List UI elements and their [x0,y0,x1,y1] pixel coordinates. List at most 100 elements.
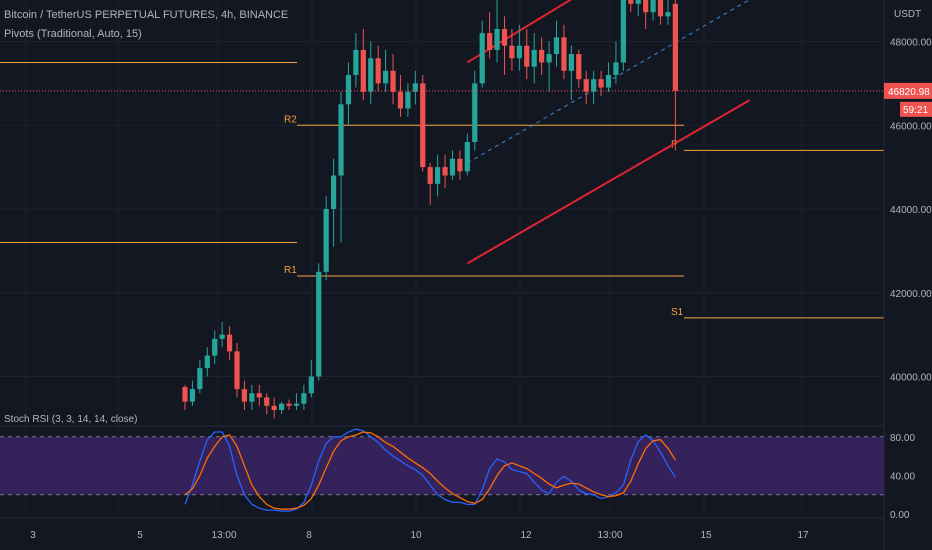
stoch-k-line [184,428,676,512]
candle-body [286,403,292,406]
candle-body [278,403,285,410]
candle-body [405,91,411,109]
candle-body [308,376,314,394]
candle-body [383,70,389,84]
candle-body [568,54,574,71]
candle-body [189,389,196,402]
time-tick-label: 10 [410,530,422,541]
candle-body [561,37,567,71]
candle-body [464,142,470,172]
stoch-tick-label: 0.00 [890,510,910,521]
candle-body [420,83,426,168]
candle-body [672,3,678,91]
candle-body [338,104,344,176]
candle-body [665,12,671,17]
candle-body [435,167,441,184]
candle-body [234,351,240,390]
candle-body [472,83,478,142]
candle-body [509,45,515,59]
candle-body [516,45,522,59]
countdown-label: 59:21 [903,105,928,116]
candle-body [390,70,396,92]
candle-body [375,58,381,84]
price-tick-label: 42000.00 [890,289,932,300]
candle-body [628,0,634,4]
channel-upper [466,0,572,64]
time-tick-label: 13:00 [597,530,622,541]
pivot-label: P [671,139,678,150]
candle-body [657,0,664,17]
stoch-tick-label: 40.00 [890,471,915,482]
candle-body [427,167,433,184]
stoch-band [0,436,884,495]
candle-body [323,209,329,272]
candle-body [501,28,508,46]
candle-body [271,405,277,410]
candle-body [539,49,545,63]
time-tick-label: 17 [797,530,809,541]
price-tick-label: 40000.00 [890,373,932,384]
time-tick-label: 3 [30,530,36,541]
candle-body [650,0,656,13]
stoch-d-line [184,431,676,510]
candle-body [620,0,626,63]
stoch-rsi-label[interactable]: Stoch RSI (3, 3, 14, 14, close) [4,414,138,425]
pivot-label: R2 [284,114,297,125]
time-tick-label: 13:00 [211,530,236,541]
candle-body [293,403,300,406]
price-tick-label: 44000.00 [890,205,932,216]
candle-body [316,271,322,377]
candle-body [487,33,493,50]
candle-body [531,49,537,67]
candle-body [249,393,255,402]
candles [182,0,678,419]
candle-body [442,167,448,176]
candle-body [212,338,218,356]
price-tick-label: 46000.00 [890,121,932,132]
pivot-label: S1 [671,307,684,318]
price-tick-label: 48000.00 [890,38,932,49]
candle-body [412,83,418,92]
candle-body [635,0,641,4]
pivot-label: R1 [284,265,297,276]
candle-body [591,79,597,92]
candle-body [605,75,612,88]
time-tick-label: 5 [137,530,143,541]
candle-body [368,58,374,92]
channel-lower [466,99,751,265]
candle-body [583,79,589,92]
candle-body [226,334,233,352]
candle-body [264,397,270,406]
price-axis-bg [884,0,932,550]
candle-body [524,45,530,67]
candle-body [457,158,463,172]
candle-body [353,49,359,75]
current-price-label: 46820.98 [888,87,930,98]
candle-body [553,37,560,55]
grid [0,0,884,515]
candle-body [494,28,500,50]
chart-title: Bitcoin / TetherUS PERPETUAL FUTURES, 4h… [4,9,289,21]
candle-body [546,54,552,63]
candle-body [613,62,619,75]
candle-body [182,386,188,402]
candle-body [331,175,337,209]
candle-body [241,389,248,402]
candle-body [301,393,307,404]
candle-body [643,0,649,13]
candle-body [204,355,210,369]
time-tick-label: 15 [700,530,712,541]
time-tick-label: 12 [520,530,532,541]
candle-body [345,75,352,105]
countdown-tag [900,101,932,117]
candle-body [197,368,203,390]
pivots-indicator-label[interactable]: Pivots (Traditional, Auto, 15) [4,28,142,40]
time-tick-label: 8 [306,530,312,541]
candle-body [219,334,225,339]
candle-body [576,54,582,80]
candle-body [256,393,262,398]
price-axis [883,0,932,550]
candle-body [449,158,456,176]
currency-label: USDT [894,9,921,20]
